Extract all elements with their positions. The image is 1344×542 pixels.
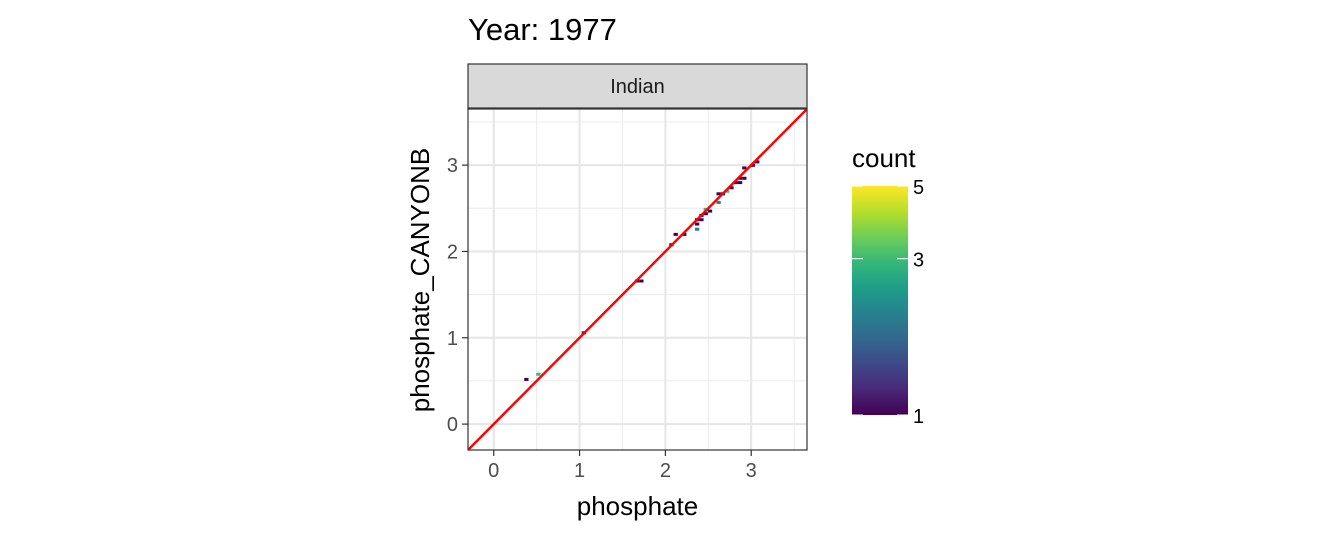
y-tick-label: 0	[447, 414, 458, 436]
facet-label: Indian	[610, 76, 665, 98]
heat-cell	[725, 189, 730, 193]
heat-cell	[737, 181, 743, 185]
plot-panel-border	[467, 108, 808, 451]
x-tick-label: 3	[746, 460, 757, 482]
heat-cell	[707, 209, 713, 213]
y-tick-label: 3	[447, 155, 458, 177]
legend-title: count	[852, 143, 916, 173]
legend: count 1 3 5	[852, 143, 924, 428]
y-tick-label: 2	[447, 241, 458, 263]
heat-cell	[699, 218, 704, 222]
legend-ticks: 1 3 5	[852, 177, 924, 428]
heat-cell	[639, 279, 644, 283]
heat-cell	[673, 232, 678, 236]
heat-cell	[524, 377, 529, 381]
legend-tick-label: 3	[913, 250, 924, 272]
heat-cell	[733, 181, 738, 185]
x-tick-label: 2	[660, 460, 671, 482]
x-axis: 0 1 2 3	[488, 450, 757, 482]
heat-cell	[742, 166, 747, 170]
heat-cell	[750, 163, 756, 167]
heat-cell	[742, 176, 747, 180]
heat-cell	[682, 232, 687, 236]
facet-strip	[467, 63, 808, 109]
heat-cell	[536, 372, 541, 376]
heat-cell	[737, 176, 743, 180]
y-axis: 0 1 2 3	[447, 155, 468, 436]
heat-cell	[729, 186, 734, 190]
x-tick-label: 1	[574, 460, 585, 482]
y-axis-label: phosphate_CANYONB	[405, 148, 435, 412]
legend-tick-label: 1	[913, 406, 924, 428]
legend-colorbar	[852, 186, 908, 415]
heat-cell	[695, 222, 700, 226]
grid-lines	[468, 109, 807, 450]
x-axis-label: phosphate	[577, 491, 698, 521]
heat-cell	[716, 192, 721, 196]
heat-cell	[703, 212, 708, 216]
y-tick-label: 1	[447, 328, 458, 350]
reference-line	[468, 109, 807, 450]
x-tick-label: 0	[488, 460, 499, 482]
heat-cell	[716, 200, 721, 204]
heat-cell	[695, 227, 700, 231]
chart-title: Year: 1977	[468, 12, 617, 47]
heat-cell	[755, 160, 760, 164]
legend-tick-label: 5	[913, 177, 924, 199]
